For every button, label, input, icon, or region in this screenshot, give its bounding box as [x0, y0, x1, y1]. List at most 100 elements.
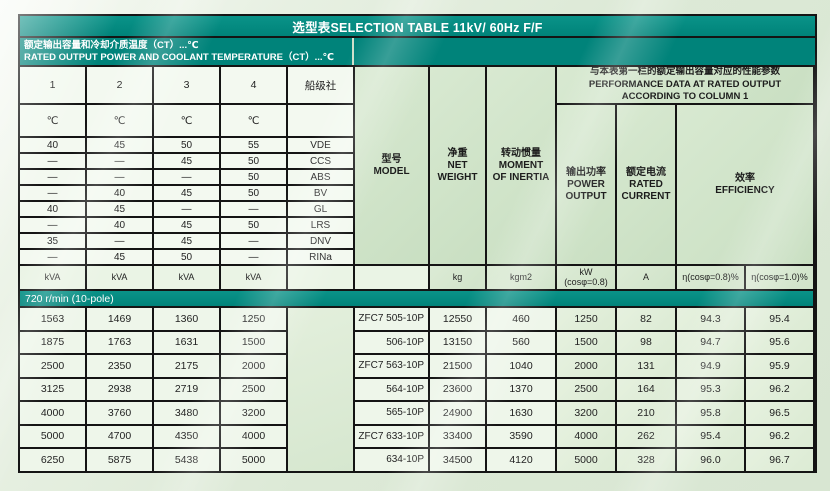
column-header-3: 3	[154, 67, 219, 103]
table-cell: 50	[154, 138, 219, 152]
table-cell: 45	[154, 218, 219, 232]
efficiency-08-cell: 94.3	[677, 308, 744, 330]
table-cell: 45	[154, 186, 219, 200]
column-header-2: 2	[87, 67, 152, 103]
unit-cell-kw: kW (cosφ=0.8)	[557, 266, 615, 289]
weight-cell: 12550	[430, 308, 485, 330]
current-cell: 262	[617, 425, 675, 447]
performance-header-en2: ACCORDING TO COLUMN 1	[621, 91, 749, 103]
efficiency-10-cell: 95.4	[746, 308, 813, 330]
inertia-cell: 460	[487, 308, 555, 330]
table-cell: 40	[87, 218, 152, 232]
efficiency-10-cell: 96.7	[746, 449, 813, 471]
unit-cell-kva: kVA	[20, 266, 85, 289]
power-header-en2: OUTPUT	[565, 190, 607, 202]
power-cell: 2500	[557, 378, 615, 400]
weight-cell: 13150	[430, 331, 485, 353]
efficiency-10-cell: 95.6	[746, 331, 813, 353]
table-cell: 1763	[87, 331, 152, 353]
degree-cell-empty	[288, 105, 353, 136]
table-cell: 45	[87, 202, 152, 216]
table-cell: 3125	[20, 378, 85, 400]
inertia-cell: 1040	[487, 355, 555, 377]
table-title: 选型表SELECTION TABLE 11kV/ 60Hz F/F	[20, 16, 815, 38]
rated-output-header: 额定输出容量和冷却介质温度（CT）...℃ RATED OUTPUT POWER…	[20, 38, 354, 65]
table-cell: 2500	[20, 355, 85, 377]
column-header-net-weight: 净重 NET WEIGHT	[430, 67, 485, 264]
model-cell: ZFC7 563-10P	[355, 355, 428, 377]
efficiency-10-cell: 96.2	[746, 378, 813, 400]
table-cell: —	[87, 234, 152, 248]
column-header-4: 4	[221, 67, 286, 103]
table-cell: —	[20, 154, 85, 168]
current-header-en1: RATED	[629, 178, 663, 190]
efficiency-header-zh: 效率	[735, 172, 755, 184]
table-cell: 5875	[87, 449, 152, 471]
table-cell: 50	[221, 170, 286, 184]
efficiency-08-cell: 95.8	[677, 402, 744, 424]
current-cell: 164	[617, 378, 675, 400]
unit-cell-eff-10: η(cosφ=1.0)%	[746, 266, 813, 289]
power-cell: 5000	[557, 449, 615, 471]
model-cell: ZFC7 633-10P	[355, 425, 428, 447]
society-cell: DNV	[288, 234, 353, 248]
unit-cell-kva: kVA	[87, 266, 152, 289]
weight-header-zh: 净重	[447, 147, 468, 159]
table-cell: 50	[221, 154, 286, 168]
speed-banner: 720 r/min (10-pole)	[20, 291, 813, 306]
table-cell: 1875	[20, 331, 85, 353]
column-header-rated-current: 额定电流 RATED CURRENT	[617, 105, 675, 264]
table-cell: 50	[221, 218, 286, 232]
table-cell: 1563	[20, 308, 85, 330]
inertia-cell: 560	[487, 331, 555, 353]
table-cell: —	[20, 218, 85, 232]
power-cell: 1500	[557, 331, 615, 353]
table-cell: —	[221, 250, 286, 264]
efficiency-08-cell: 96.0	[677, 449, 744, 471]
table-cell: —	[221, 202, 286, 216]
efficiency-08-cell: 95.4	[677, 425, 744, 447]
inertia-cell: 3590	[487, 425, 555, 447]
efficiency-10-cell: 95.9	[746, 355, 813, 377]
table-cell: —	[20, 186, 85, 200]
degree-cell: ℃	[154, 105, 219, 136]
rated-output-header-en: RATED OUTPUT POWER AND COOLANT TEMPERATU…	[24, 51, 335, 63]
model-cell: 565-10P	[355, 402, 428, 424]
current-cell: 210	[617, 402, 675, 424]
efficiency-10-cell: 96.2	[746, 425, 813, 447]
table-cell: 2350	[87, 355, 152, 377]
efficiency-08-cell: 94.7	[677, 331, 744, 353]
table-cell: 35	[20, 234, 85, 248]
table-cell: 6250	[20, 449, 85, 471]
table-cell: 50	[221, 186, 286, 200]
table-cell: 3480	[154, 402, 219, 424]
efficiency-08-cell: 94.9	[677, 355, 744, 377]
model-cell: 564-10P	[355, 378, 428, 400]
table-cell: 4350	[154, 425, 219, 447]
weight-cell: 24900	[430, 402, 485, 424]
current-cell: 98	[617, 331, 675, 353]
inertia-cell: 1370	[487, 378, 555, 400]
column-header-society: 船级社	[288, 67, 353, 103]
table-cell: 50	[154, 250, 219, 264]
society-cell: VDE	[288, 138, 353, 152]
unit-kw-line2: (cosφ=0.8)	[564, 276, 608, 287]
unit-cell-eff-08: η(cosφ=0.8)%	[677, 266, 744, 289]
weight-cell: 23600	[430, 378, 485, 400]
degree-cell: ℃	[87, 105, 152, 136]
inertia-cell: 4120	[487, 449, 555, 471]
inertia-cell: 1630	[487, 402, 555, 424]
unit-cell-empty	[288, 266, 353, 289]
table-cell: 45	[154, 234, 219, 248]
efficiency-header-en: EFFICIENCY	[715, 184, 775, 196]
performance-header-en1: PERFORMANCE DATA AT RATED OUTPUT	[588, 78, 782, 90]
table-cell: 2500	[221, 378, 286, 400]
column-header-model: 型号 MODEL	[355, 67, 428, 264]
unit-cell-kva: kVA	[154, 266, 219, 289]
power-cell: 3200	[557, 402, 615, 424]
table-cell: 1469	[87, 308, 152, 330]
table-cell: 55	[221, 138, 286, 152]
society-cell: GL	[288, 202, 353, 216]
society-cell: RINa	[288, 250, 353, 264]
current-header-en2: CURRENT	[621, 190, 671, 202]
